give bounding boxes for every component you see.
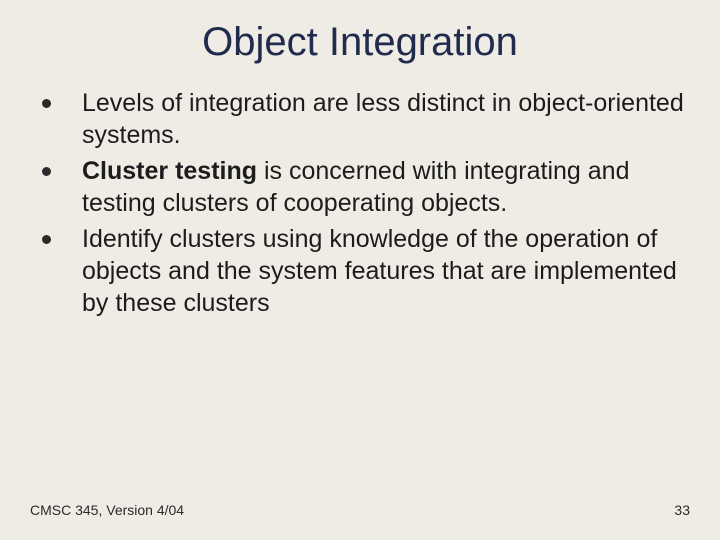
bullet-text: Identify clusters using knowledge of the… [82, 225, 677, 317]
slide: Object Integration Levels of integration… [0, 0, 720, 540]
bullet-list: Levels of integration are less distinct … [30, 87, 690, 319]
page-number: 33 [674, 502, 690, 518]
list-item: Cluster testing is concerned with integr… [30, 155, 690, 219]
footer-version-text: CMSC 345, Version 4/04 [30, 502, 184, 518]
bullet-bold-lead: Cluster testing [82, 157, 257, 185]
footer: CMSC 345, Version 4/04 33 [30, 502, 690, 518]
list-item: Levels of integration are less distinct … [30, 87, 690, 151]
slide-title: Object Integration [30, 20, 690, 65]
list-item: Identify clusters using knowledge of the… [30, 223, 690, 319]
bullet-text: Levels of integration are less distinct … [82, 89, 684, 149]
